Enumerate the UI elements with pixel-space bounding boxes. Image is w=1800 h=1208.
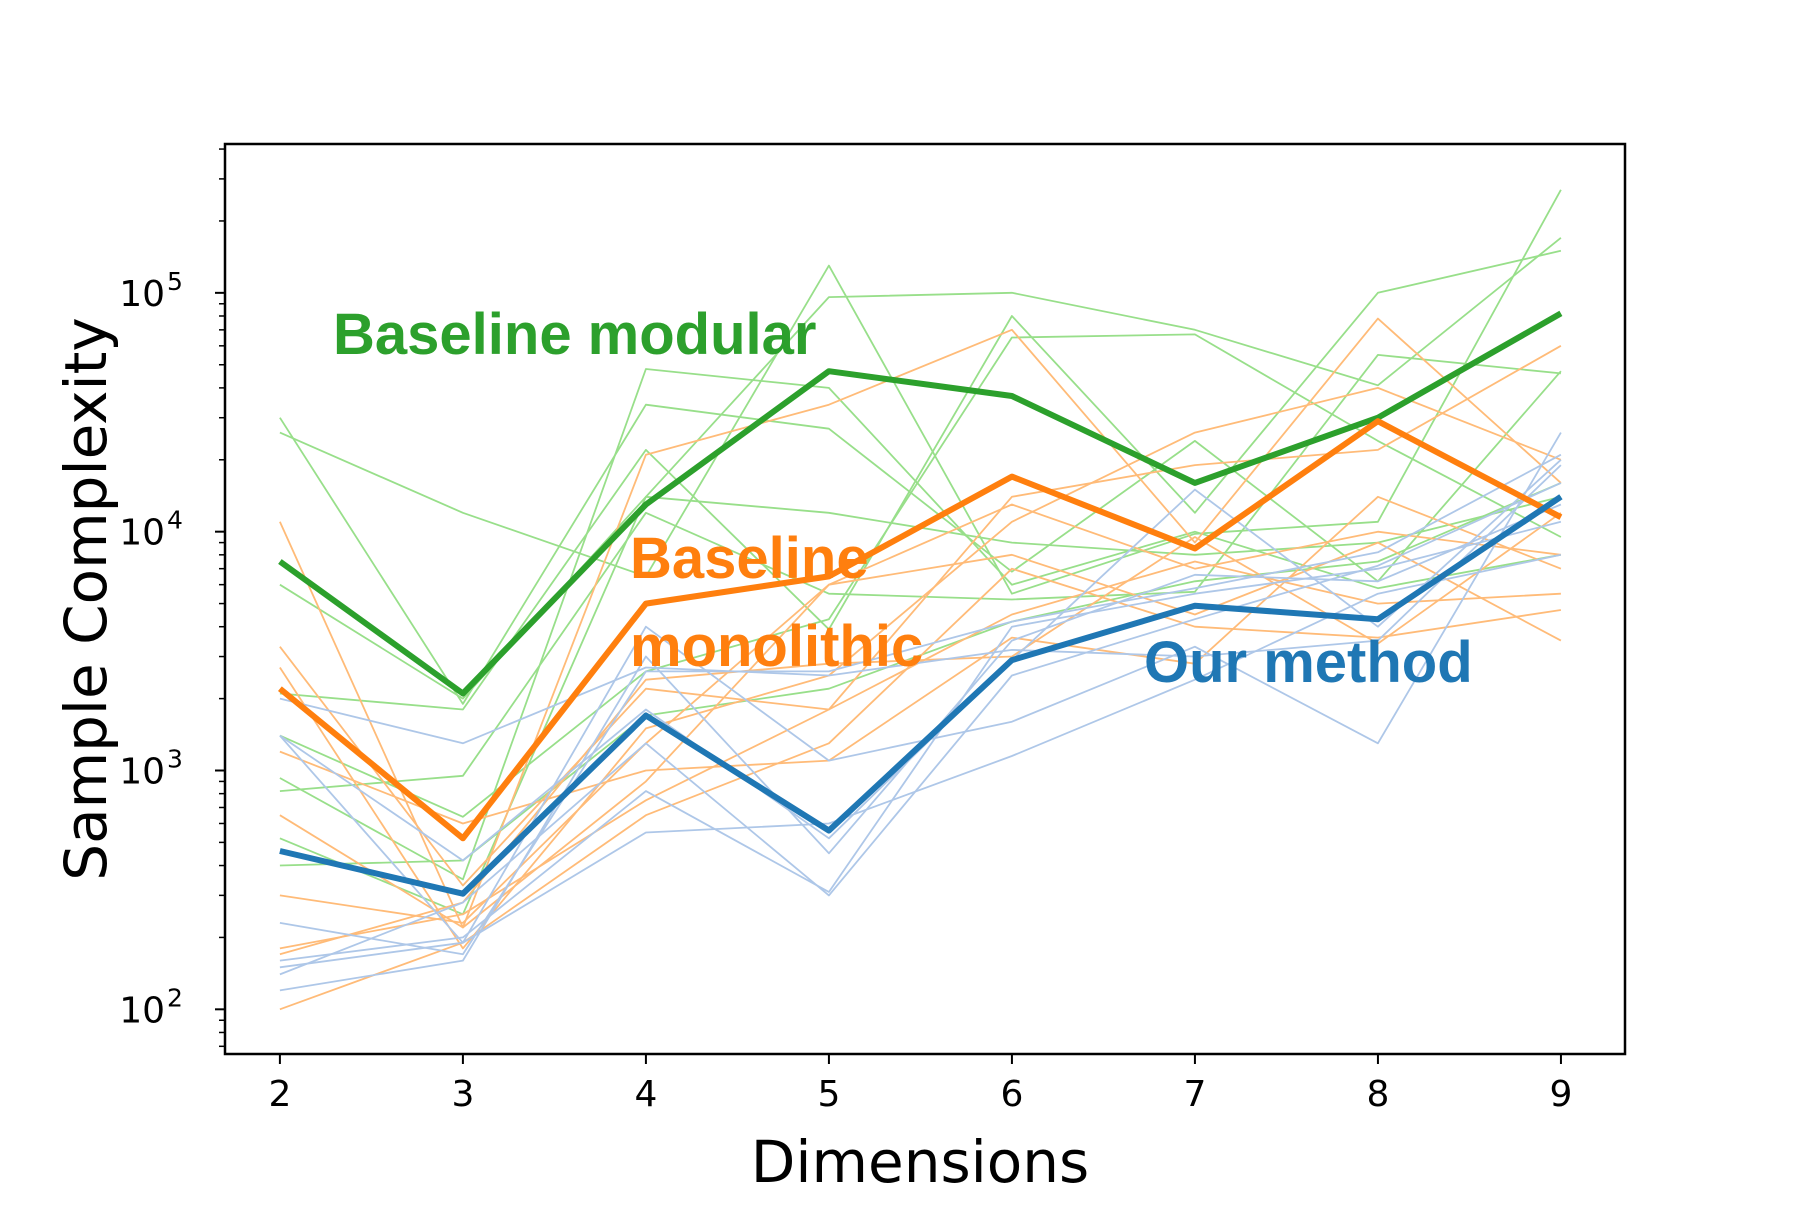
trial-line-blue-2 xyxy=(279,464,1562,745)
x-axis-label: Dimensions xyxy=(751,1128,1090,1196)
x-tick-label: 9 xyxy=(1549,1074,1572,1115)
y-tick-exponent: 2 xyxy=(167,983,183,1012)
trial-line-orange-7 xyxy=(279,567,1562,1011)
plot-frame xyxy=(223,142,1627,1056)
trial-line-green-5 xyxy=(279,353,1561,792)
y-tick-label: 10 xyxy=(119,751,165,792)
trial-line-orange-1 xyxy=(279,317,1562,929)
trial-line-orange-3 xyxy=(279,386,1562,950)
x-axis-ticks: 2 3 4 5 6 7 8 9 xyxy=(268,1054,1572,1115)
y-tick-exponent: 4 xyxy=(167,506,183,535)
trial-line-orange-4 xyxy=(279,495,1562,825)
trial-line-blue-6 xyxy=(279,520,1562,962)
trial-line-blue-4 xyxy=(279,553,1562,969)
series-label-baseline-modular: Baseline modular xyxy=(333,302,816,367)
series-label-line: monolithic xyxy=(630,614,923,679)
trial-line-blue-1 xyxy=(279,432,1562,944)
y-tick-label: 10 xyxy=(119,274,165,315)
x-tick-label: 3 xyxy=(451,1074,474,1115)
x-tick-label: 7 xyxy=(1183,1074,1206,1115)
trial-line-orange-5 xyxy=(279,541,1562,929)
y-tick-exponent: 5 xyxy=(167,267,183,296)
series-label-line: Baseline xyxy=(630,526,869,591)
y-tick-label: 10 xyxy=(119,990,165,1031)
series-label-our-method: Our method xyxy=(1144,630,1473,695)
y-tick-exponent: 3 xyxy=(167,744,183,773)
series-line-baseline-monolithic xyxy=(278,418,1563,842)
x-tick-label: 5 xyxy=(817,1074,840,1115)
x-tick-label: 4 xyxy=(634,1074,657,1115)
y-tick-label: 10 xyxy=(119,513,165,554)
mean-lines xyxy=(278,310,1563,897)
series-line-our-method xyxy=(279,494,1563,897)
trial-line-orange-2 xyxy=(279,345,1562,887)
trial-line-blue-3 xyxy=(279,453,1562,956)
series-label-baseline-monolithic: Baseline monolithic xyxy=(630,526,923,679)
series-line-baseline-modular xyxy=(278,310,1563,697)
x-tick-label: 2 xyxy=(268,1074,291,1115)
x-tick-label: 6 xyxy=(1000,1074,1023,1115)
trial-line-orange-8 xyxy=(279,503,1562,924)
trial-line-blue-8 xyxy=(279,482,1562,976)
x-tick-label: 8 xyxy=(1366,1074,1389,1115)
y-axis-label: Sample Complexity xyxy=(52,317,120,881)
